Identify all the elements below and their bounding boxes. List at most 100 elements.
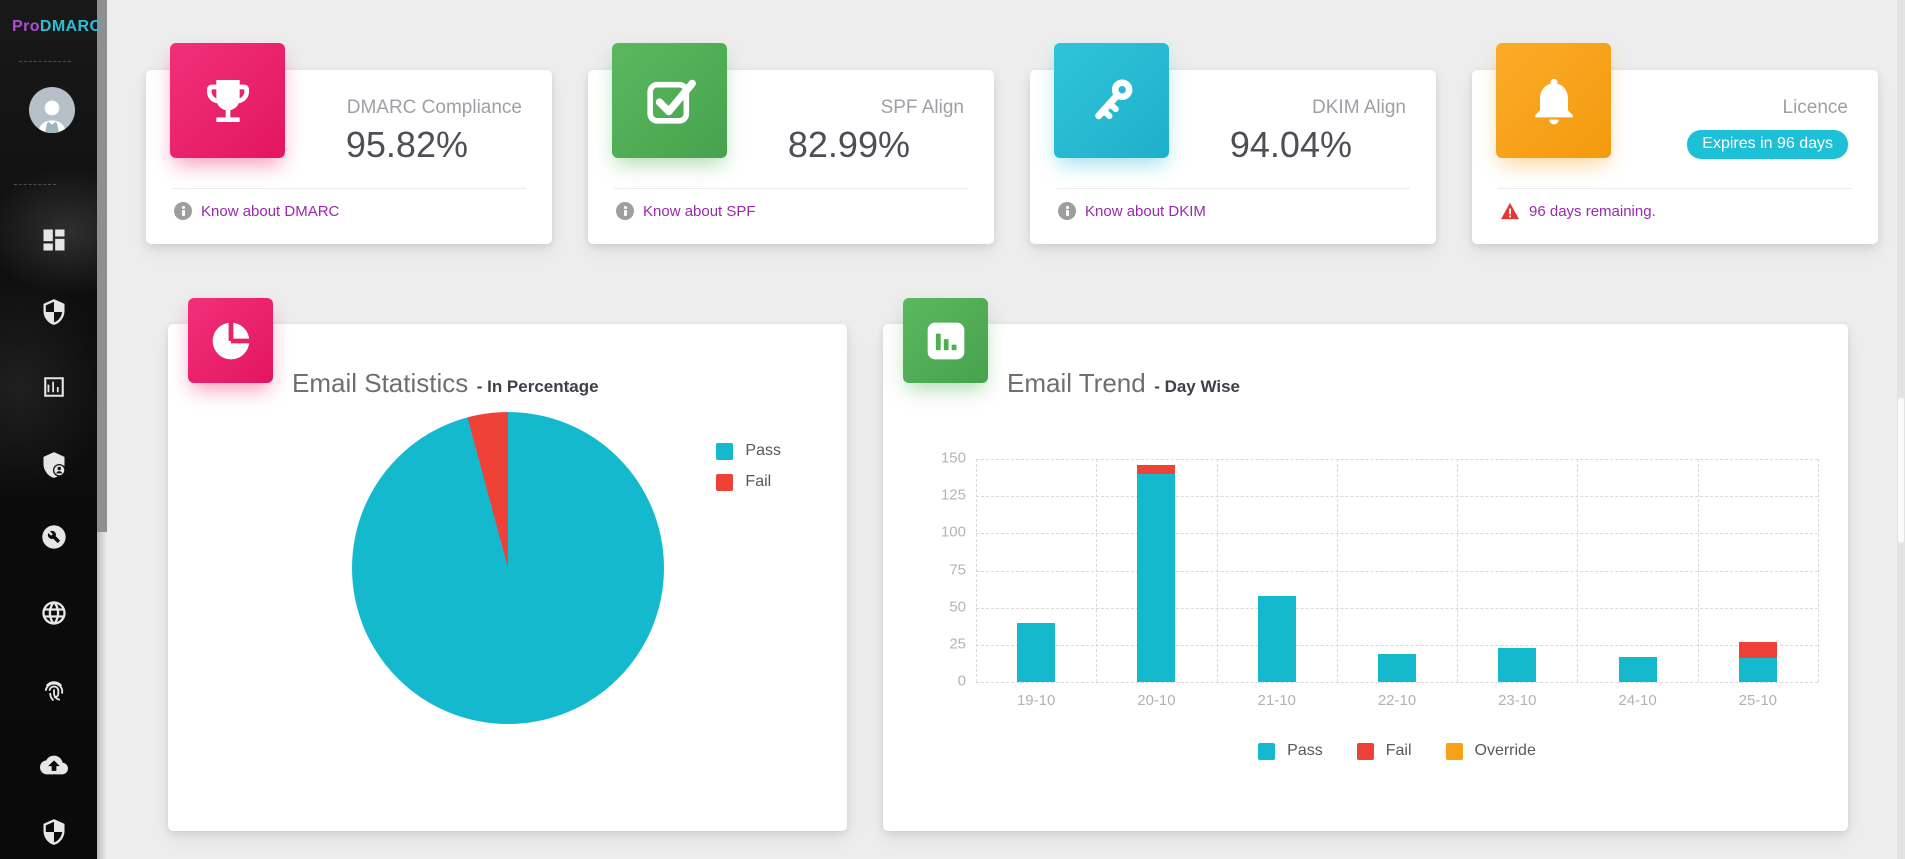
know-about-spf-link[interactable]: Know about SPF	[616, 202, 756, 220]
card-dmarc-compliance: DMARC Compliance 95.82% Know about DMARC	[146, 43, 552, 244]
bell-tile	[1496, 43, 1611, 158]
gridline	[976, 570, 1818, 572]
chart-header: Email Statistics - In Percentage	[292, 368, 599, 399]
email-statistics-card: Email Statistics - In Percentage Pass Fai…	[168, 298, 847, 831]
y-axis-tick: 75	[949, 560, 966, 578]
legend-label: Fail	[1385, 742, 1412, 759]
legend-swatch	[1356, 742, 1374, 760]
info-icon	[616, 202, 634, 220]
key-tile	[1054, 43, 1169, 158]
trophy-icon	[206, 79, 249, 122]
email-trend-card: Email Trend - Day Wise 0 25 50 75 100 125 150 1…	[883, 298, 1848, 831]
y-axis-tick: 100	[940, 523, 966, 541]
chart-header: Email Trend - Day Wise	[1007, 368, 1240, 399]
y-axis-tick: 125	[940, 486, 966, 504]
sidebar: ProDMARC	[0, 0, 101, 859]
know-about-dkim-link[interactable]: Know about DKIM	[1058, 202, 1206, 220]
licence-expiry-badge: Expires in 96 days	[1687, 130, 1848, 159]
legend-item-fail[interactable]: Fail	[716, 473, 781, 491]
x-axis-tick: 23-10	[1498, 692, 1537, 709]
chart-title: Email Statistics	[292, 368, 469, 398]
legend-item-pass[interactable]: Pass	[1258, 742, 1323, 760]
stat-label: Licence	[1782, 97, 1849, 118]
divider	[614, 188, 968, 189]
sidebar-item-protection[interactable]	[40, 818, 68, 846]
legend-swatch	[716, 473, 734, 491]
stat-label: DKIM Align	[1312, 97, 1406, 118]
y-axis-tick: 25	[949, 635, 966, 653]
footer-text: Know about DMARC	[201, 202, 340, 220]
legend-item-override[interactable]: Override	[1445, 742, 1536, 760]
pie-chart-icon	[212, 320, 250, 359]
legend-item-pass[interactable]: Pass	[716, 442, 781, 460]
card-spf-align: SPF Align 82.99% Know about SPF	[588, 43, 994, 244]
legend-label: Pass	[745, 442, 781, 459]
chart-subtitle: - In Percentage	[476, 377, 599, 396]
sidebar-item-backup[interactable]	[40, 751, 68, 779]
legend-swatch	[1445, 742, 1463, 760]
sidebar-item-user-admin[interactable]	[40, 451, 68, 479]
sidebar-scrollbar[interactable]	[97, 0, 107, 859]
dashboard-icon	[43, 229, 65, 251]
stat-label: SPF Align	[880, 97, 964, 118]
divider	[1056, 188, 1410, 189]
bar-tile	[903, 298, 988, 383]
chart-subtitle: - Day Wise	[1154, 377, 1241, 396]
sidebar-item-domains[interactable]	[40, 599, 68, 627]
bar-pass-22-10	[1378, 653, 1416, 682]
pie-legend: Pass Fail	[716, 442, 781, 491]
check-square-icon	[646, 79, 696, 124]
bar-pass-23-10	[1498, 647, 1537, 682]
page-scrollbar[interactable]	[1897, 0, 1905, 859]
globe-icon	[42, 601, 66, 625]
sidebar-scrollbar-thumb[interactable]	[97, 0, 107, 532]
bar-fail-25-10	[1738, 641, 1777, 659]
app-logo[interactable]: ProDMARC	[12, 18, 101, 36]
gridline	[1577, 459, 1579, 682]
sidebar-item-dashboard[interactable]	[40, 226, 68, 254]
check-tile	[612, 43, 727, 158]
gridline	[976, 459, 977, 682]
gridline	[976, 533, 1818, 535]
gridline	[976, 459, 1818, 460]
y-axis-tick: 150	[940, 449, 966, 467]
page-scrollbar-thumb[interactable]	[1898, 398, 1904, 543]
avatar[interactable]	[29, 87, 75, 133]
gridline	[1216, 459, 1218, 682]
fingerprint-icon	[44, 681, 64, 701]
sidebar-item-security[interactable]	[40, 298, 68, 326]
shield-icon	[43, 819, 65, 845]
x-axis-tick: 21-10	[1257, 692, 1296, 709]
bar-pass-24-10	[1618, 656, 1657, 682]
info-icon	[1058, 202, 1076, 220]
sidebar-item-tools[interactable]	[40, 523, 68, 551]
x-axis-tick: 24-10	[1618, 692, 1657, 709]
x-axis-tick: 25-10	[1738, 692, 1778, 709]
card-dkim-align: DKIM Align 94.04% Know about DKIM	[1030, 43, 1436, 244]
chart-title: Email Trend	[1007, 368, 1146, 398]
y-axis-tick: 0	[957, 672, 966, 690]
gridline	[1697, 459, 1699, 682]
warning-triangle-icon	[1501, 202, 1519, 220]
bar-chart-icon	[44, 377, 64, 397]
divider	[172, 188, 526, 189]
legend-swatch	[716, 442, 734, 460]
trophy-tile	[170, 43, 285, 158]
sidebar-item-identity[interactable]	[40, 676, 68, 704]
x-axis-tick: 22-10	[1377, 692, 1417, 709]
bar-pass-19-10	[1017, 622, 1056, 682]
x-axis-tick: 19-10	[1016, 692, 1056, 709]
shield-user-icon	[43, 452, 66, 478]
sidebar-item-reports[interactable]	[40, 373, 68, 401]
stat-value: 82.99%	[787, 124, 910, 165]
key-icon	[1094, 78, 1132, 119]
gridline	[976, 682, 1818, 683]
know-about-dmarc-link[interactable]: Know about DMARC	[174, 202, 339, 220]
user-silhouette-icon	[37, 100, 67, 133]
footer-text: Know about SPF	[643, 202, 756, 220]
stat-value: 95.82%	[345, 124, 468, 165]
footer-text: Know about DKIM	[1085, 202, 1206, 220]
legend-item-fail[interactable]: Fail	[1356, 742, 1412, 760]
logo-pro: Pro	[12, 18, 40, 35]
pie-chart	[352, 412, 664, 724]
